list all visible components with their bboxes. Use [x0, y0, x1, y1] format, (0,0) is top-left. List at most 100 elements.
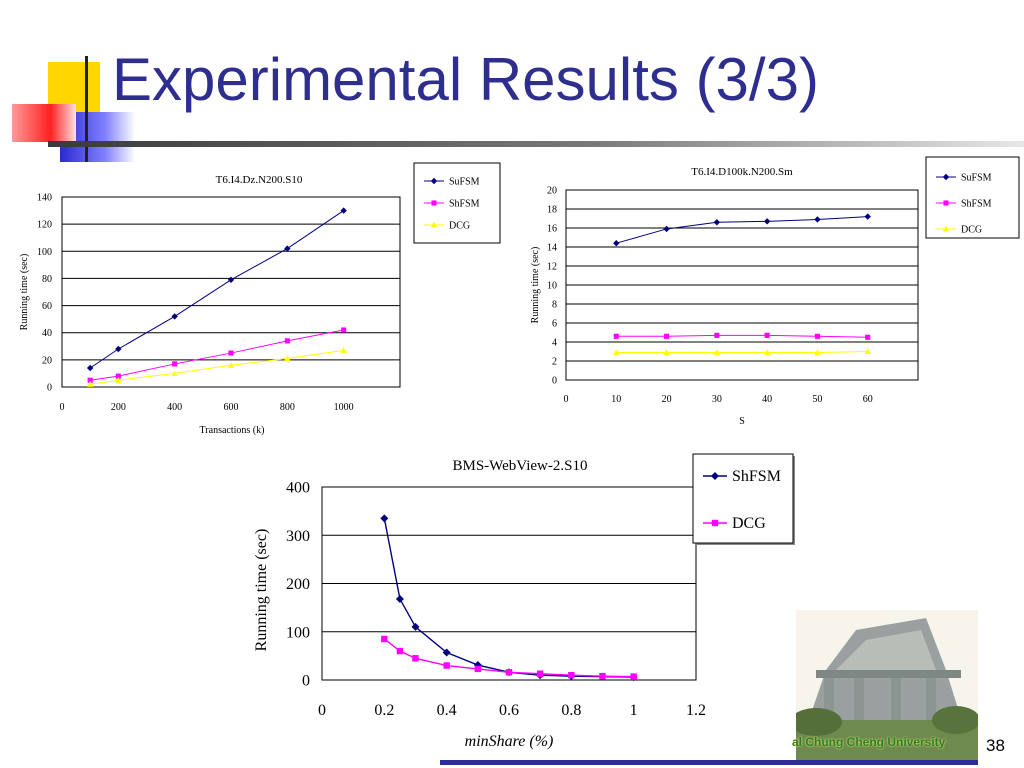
x-tick-label: 0.4 [437, 702, 457, 719]
x-axis-label: Transactions (k) [200, 425, 265, 436]
data-point [763, 349, 771, 356]
data-point [115, 345, 122, 353]
y-tick-label: 100 [286, 624, 310, 641]
deco-red-square [12, 104, 76, 142]
legend-label: ShFSM [961, 199, 992, 210]
data-point [86, 364, 94, 372]
legend-box [925, 156, 1020, 239]
y-tick-label: 14 [547, 243, 557, 254]
data-point [340, 347, 347, 353]
chart-title: T6.I4.D100k.N200.Sm [691, 166, 793, 178]
y-axis-label: Running time (sec) [19, 254, 30, 331]
x-tick-label: 10 [611, 394, 621, 405]
data-point [713, 219, 721, 226]
y-tick-label: 20 [547, 186, 557, 197]
x-tick-label: 0 [564, 394, 569, 405]
y-tick-label: 20 [42, 355, 52, 366]
legend-marker [430, 177, 438, 185]
x-tick-label: 20 [662, 394, 672, 405]
legend-marker [431, 200, 437, 206]
y-tick-label: 12 [547, 262, 557, 273]
x-tick-label: 0.2 [374, 702, 394, 719]
series-line [90, 349, 344, 385]
y-tick-label: 18 [547, 205, 557, 216]
data-point [664, 333, 670, 339]
legend-label: SuFSM [961, 173, 992, 184]
y-tick-label: 10 [547, 281, 557, 292]
data-point [864, 348, 871, 355]
y-tick-label: 4 [552, 338, 557, 349]
data-point [505, 669, 513, 676]
series-line [616, 351, 868, 353]
y-tick-label: 400 [286, 480, 310, 497]
legend-label: DCG [449, 221, 470, 232]
series-line [383, 638, 634, 678]
x-tick-label: 600 [224, 402, 239, 413]
y-tick-label: 140 [37, 193, 52, 204]
data-point [172, 361, 178, 367]
x-tick-label: 400 [167, 402, 182, 413]
data-point [442, 648, 451, 657]
data-point [284, 355, 291, 362]
y-tick-label: 0 [302, 673, 310, 690]
legend-label: SuFSM [449, 177, 480, 188]
data-point [864, 213, 871, 220]
y-tick-label: 100 [37, 247, 52, 258]
data-point [381, 635, 388, 643]
footer-rule [440, 760, 978, 765]
chart-title: T6.I4.Dz.N200.S10 [216, 174, 303, 186]
slide-title: Experimental Results (3/3) [112, 46, 819, 113]
university-label: al Chung Cheng University [792, 735, 946, 749]
data-point [568, 671, 575, 679]
deco-vertical-line [85, 56, 88, 162]
legend-label: ShFSM [732, 468, 781, 485]
legend-marker [942, 225, 950, 232]
x-axis-label: minShare (%) [465, 733, 554, 750]
campus-building-image [796, 610, 978, 760]
y-tick-label: 120 [37, 220, 52, 231]
series-line [383, 518, 634, 678]
legend-label: DCG [732, 515, 766, 532]
legend-marker [711, 519, 719, 527]
data-point [86, 381, 94, 387]
data-point [599, 672, 606, 680]
x-tick-label: 0.6 [499, 702, 519, 719]
data-point [115, 377, 122, 383]
legend-marker [943, 200, 949, 206]
y-tick-label: 60 [42, 301, 52, 312]
data-point [713, 349, 721, 356]
data-point [474, 665, 482, 673]
plot-frame [321, 486, 697, 681]
series-line [89, 210, 344, 369]
data-point [613, 240, 620, 247]
y-tick-label: 6 [552, 319, 557, 330]
data-point [865, 334, 871, 340]
x-tick-label: 200 [111, 402, 126, 413]
data-point [814, 216, 821, 223]
data-point [443, 662, 450, 669]
series-line [616, 334, 868, 338]
series-line [90, 329, 344, 381]
y-axis-label: Running time (sec) [253, 529, 270, 652]
data-point [87, 377, 93, 383]
data-point [228, 350, 234, 356]
x-axis-label: S [739, 416, 745, 427]
legend-label: ShFSM [449, 199, 480, 210]
x-tick-label: 800 [280, 402, 295, 413]
data-point [763, 218, 771, 225]
legend-marker [430, 221, 438, 228]
data-point [814, 333, 820, 339]
data-point [630, 673, 637, 680]
legend-box [692, 453, 794, 544]
page-number: 38 [986, 736, 1005, 755]
data-point [395, 594, 404, 603]
title-underline [48, 141, 1024, 147]
data-point [396, 647, 404, 655]
y-tick-label: 300 [286, 528, 310, 545]
x-tick-label: 60 [863, 394, 873, 405]
x-tick-label: 0 [60, 402, 65, 413]
data-point [171, 370, 178, 376]
y-tick-label: 80 [42, 274, 52, 285]
